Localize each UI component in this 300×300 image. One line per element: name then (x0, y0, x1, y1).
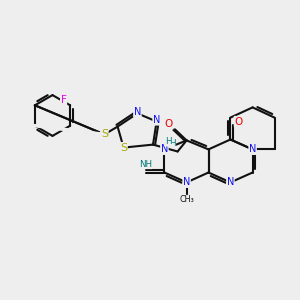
Text: S: S (101, 129, 108, 140)
Text: N: N (227, 177, 234, 188)
Text: O: O (164, 119, 173, 129)
Text: H: H (165, 137, 172, 146)
Text: N: N (249, 144, 256, 154)
Text: N: N (153, 115, 160, 125)
Text: NH: NH (139, 160, 152, 169)
Text: O: O (234, 116, 243, 127)
Text: F: F (61, 95, 67, 105)
Text: N: N (183, 177, 190, 188)
Text: N: N (161, 144, 168, 154)
Text: H: H (169, 139, 175, 148)
Text: CH₃: CH₃ (179, 195, 194, 204)
Text: N: N (134, 107, 141, 117)
Text: S: S (120, 142, 127, 153)
